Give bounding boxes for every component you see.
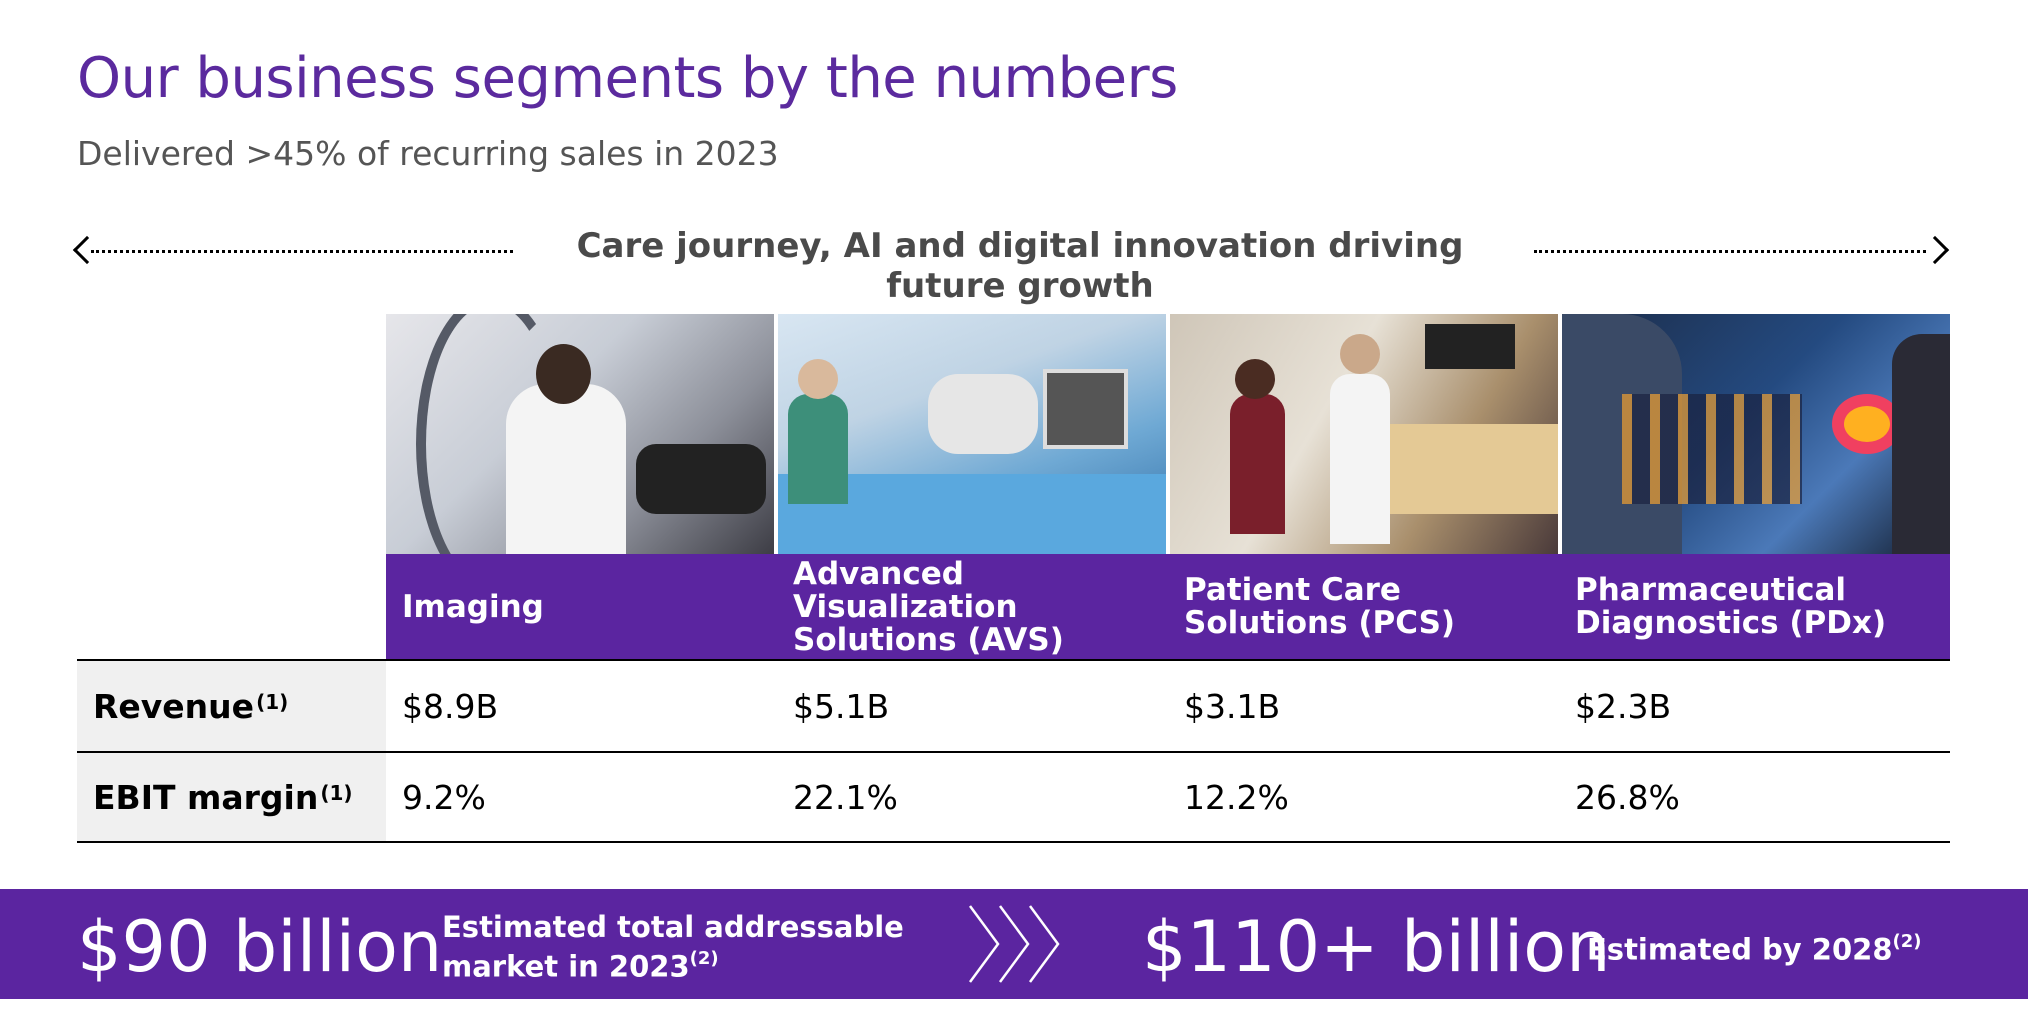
segment-header-row: Imaging Advanced Visualization Solutions … <box>386 554 1950 660</box>
future-footnote-ref: (2) <box>1892 931 1922 952</box>
arrow-right-icon <box>1920 235 1950 265</box>
ebit-margin-row: EBIT margin (1) 9.2% 22.1% 12.2% 26.8% <box>77 751 1950 843</box>
current-footnote-ref: (2) <box>689 948 719 969</box>
segment-name-imaging: Imaging <box>402 588 544 625</box>
revenue-footnote-ref: (1) <box>256 690 289 714</box>
revenue-avs: $5.1B <box>793 686 890 726</box>
revenue-pdx: $2.3B <box>1575 686 1672 726</box>
market-banner: $90 billion Estimated total addressable … <box>0 889 2028 999</box>
current-market-value: $90 billion <box>77 906 443 988</box>
dotted-line-right <box>1534 250 1926 253</box>
segment-name-pcs: Patient Care Solutions (PCS) <box>1184 572 1456 641</box>
future-market-value: $110+ billion <box>1142 906 1611 988</box>
page-subtitle: Delivered >45% of recurring sales in 202… <box>77 134 779 173</box>
revenue-imaging: $8.9B <box>402 686 499 726</box>
current-market-note: Estimated total addressable market in 20… <box>442 910 904 984</box>
care-journey-label: Care journey, AI and digital innovation … <box>515 226 1525 306</box>
revenue-label: Revenue (1) <box>77 661 386 751</box>
imaging-photo <box>386 314 774 554</box>
ebit-margin-pcs: 12.2% <box>1184 777 1289 817</box>
segment-name-avs: Advanced Visualization Solutions (AVS) <box>793 555 1064 658</box>
revenue-pcs: $3.1B <box>1184 686 1281 726</box>
segment-name-pdx: Pharmaceutical Diagnostics (PDx) <box>1575 572 1887 641</box>
ebit-footnote-ref: (1) <box>320 781 353 805</box>
pcs-photo <box>1170 314 1558 554</box>
future-market-note: Estimated by 2028(2) <box>1587 931 1922 967</box>
metrics-table: Revenue (1) $8.9B $5.1B $3.1B $2.3B EBIT … <box>77 659 1950 843</box>
ebit-margin-pdx: 26.8% <box>1575 777 1680 817</box>
chevrons-right-icon <box>968 905 1060 983</box>
dotted-line-left <box>91 250 561 253</box>
segment-photos <box>386 314 1950 554</box>
revenue-row: Revenue (1) $8.9B $5.1B $3.1B $2.3B <box>77 659 1950 751</box>
pdx-photo <box>1562 314 1950 554</box>
care-journey-banner: Care journey, AI and digital innovation … <box>72 222 1950 306</box>
ebit-margin-imaging: 9.2% <box>402 777 486 817</box>
avs-photo <box>778 314 1166 554</box>
ebit-margin-avs: 22.1% <box>793 777 898 817</box>
ebit-margin-label: EBIT margin (1) <box>77 753 386 841</box>
page-title: Our business segments by the numbers <box>77 46 1178 111</box>
